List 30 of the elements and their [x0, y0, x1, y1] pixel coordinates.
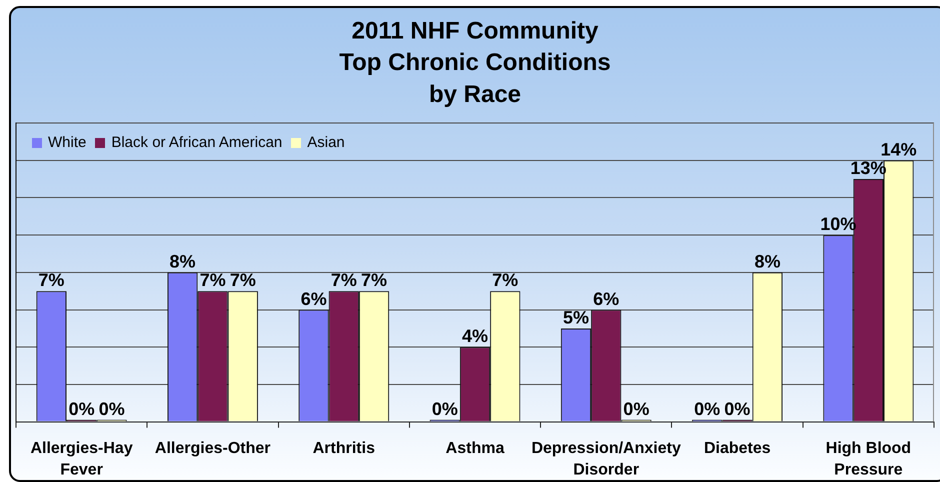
data-label: 0% — [623, 398, 650, 419]
legend-label: Asian — [307, 134, 345, 152]
data-label: 5% — [562, 307, 589, 328]
data-label: 0% — [724, 398, 750, 419]
legend-label: White — [48, 134, 86, 152]
data-label: 6% — [300, 288, 327, 309]
x-tick-label: Asthma — [446, 440, 504, 458]
data-label: 7% — [492, 270, 518, 290]
data-label: 0% — [98, 398, 125, 419]
x-tick-label: Allergies-Other — [154, 440, 271, 458]
x-tick-label: High Blood Pressure — [826, 440, 912, 479]
chart-title: 2011 NHF Community Top Chronic Conditions by Race — [339, 17, 611, 108]
data-label: 6% — [593, 288, 620, 309]
data-label: 7% — [230, 270, 256, 290]
data-label: 8% — [170, 251, 196, 272]
data-label: 0% — [694, 398, 720, 419]
data-label: 7% — [200, 270, 226, 290]
x-tick-label: Allergies-Hay Fever — [30, 440, 133, 479]
legend-label: Black or African American — [111, 134, 282, 152]
data-label: 0% — [432, 398, 458, 419]
x-tick-label: Diabetes — [704, 440, 771, 458]
data-label: 8% — [754, 251, 780, 272]
x-tick-label: Arthritis — [312, 440, 376, 458]
data-label: 7% — [361, 270, 388, 290]
data-label: 7% — [38, 270, 64, 290]
data-label: 7% — [330, 270, 357, 290]
data-label: 0% — [68, 398, 95, 419]
data-label: 14% — [880, 139, 917, 160]
x-tick-label: Depression/Anxiety Disorder — [531, 440, 681, 479]
data-label: 4% — [462, 326, 488, 346]
